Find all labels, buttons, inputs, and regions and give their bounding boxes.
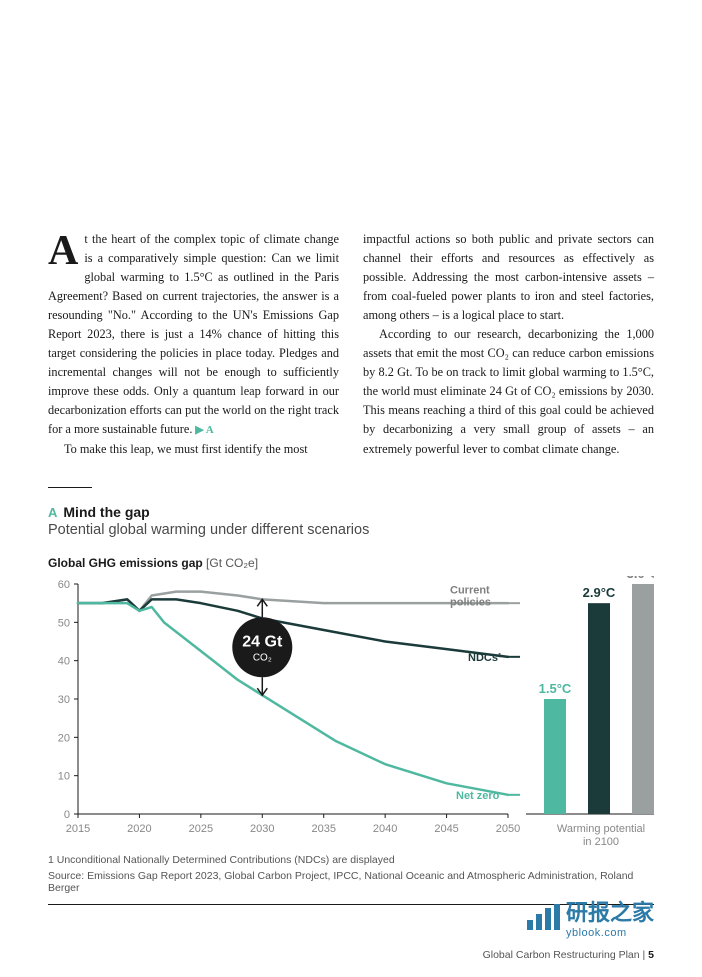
chart-source: Source: Emissions Gap Report 2023, Globa… (48, 870, 654, 894)
svg-text:10: 10 (58, 770, 70, 782)
svg-text:50: 50 (58, 617, 70, 629)
svg-text:24 Gt: 24 Gt (242, 633, 283, 650)
svg-text:30: 30 (58, 694, 70, 706)
svg-text:NDCs¹: NDCs¹ (468, 651, 502, 663)
svg-text:40: 40 (58, 655, 70, 667)
svg-text:20: 20 (58, 732, 70, 744)
svg-text:0: 0 (64, 809, 70, 821)
watermark-url: yblook.com (566, 927, 654, 939)
svg-text:Warming potential: Warming potential (557, 823, 645, 835)
svg-text:in 2100: in 2100 (583, 836, 619, 846)
page-footer: Global Carbon Restructuring Plan | 5 (483, 949, 654, 961)
paragraph-4: According to our research, decarbonizing… (363, 325, 654, 458)
chart-title: Mind the gap (63, 504, 149, 520)
paragraph-1-text: t the heart of the complex topic of clim… (48, 232, 339, 436)
dropcap: A (48, 230, 84, 270)
chart-canvas: 0102030405060201520202025203020352040204… (48, 576, 654, 846)
svg-text:60: 60 (58, 579, 70, 591)
section-divider (48, 487, 92, 488)
svg-text:2035: 2035 (311, 823, 335, 835)
chart-footnote: 1 Unconditional Nationally Determined Co… (48, 854, 654, 866)
body-columns: At the heart of the complex topic of cli… (48, 230, 654, 459)
paragraph-2: To make this leap, we must first identif… (48, 440, 339, 459)
chart-subtitle: Potential global warming under different… (48, 522, 654, 538)
svg-text:Current: Current (450, 584, 490, 596)
figure-marker-a: ▶ A (192, 424, 213, 436)
chart-label-a: A (48, 505, 57, 520)
svg-text:policies: policies (450, 596, 491, 608)
column-right: impactful actions so both public and pri… (363, 230, 654, 459)
svg-text:3.0°C: 3.0°C (627, 576, 654, 581)
paragraph-1: At the heart of the complex topic of cli… (48, 230, 339, 440)
emissions-chart-svg: 0102030405060201520202025203020352040204… (48, 576, 654, 846)
paragraph-3: impactful actions so both public and pri… (363, 230, 654, 325)
svg-text:CO₂: CO₂ (253, 652, 272, 663)
svg-text:2040: 2040 (373, 823, 397, 835)
chart-heading: A Mind the gap (48, 504, 654, 520)
svg-text:2045: 2045 (434, 823, 458, 835)
svg-text:2030: 2030 (250, 823, 274, 835)
watermark-text: 研报之家 (566, 895, 654, 927)
column-left: At the heart of the complex topic of cli… (48, 230, 339, 459)
svg-text:2025: 2025 (189, 823, 213, 835)
svg-text:2.9°C: 2.9°C (583, 585, 616, 600)
svg-text:2050: 2050 (496, 823, 520, 835)
svg-text:2020: 2020 (127, 823, 151, 835)
svg-text:2015: 2015 (66, 823, 90, 835)
footer-doc-title: Global Carbon Restructuring Plan (483, 949, 640, 961)
chart-y-axis-title: Global GHG emissions gap [Gt CO₂e] (48, 556, 654, 570)
chart-section: A Mind the gap Potential global warming u… (48, 504, 654, 905)
svg-text:Net zero: Net zero (456, 789, 500, 801)
watermark-bars-icon (527, 904, 560, 930)
watermark: 研报之家 yblook.com (527, 895, 654, 939)
svg-text:1.5°C: 1.5°C (539, 681, 572, 696)
footer-page-number: 5 (648, 949, 654, 961)
